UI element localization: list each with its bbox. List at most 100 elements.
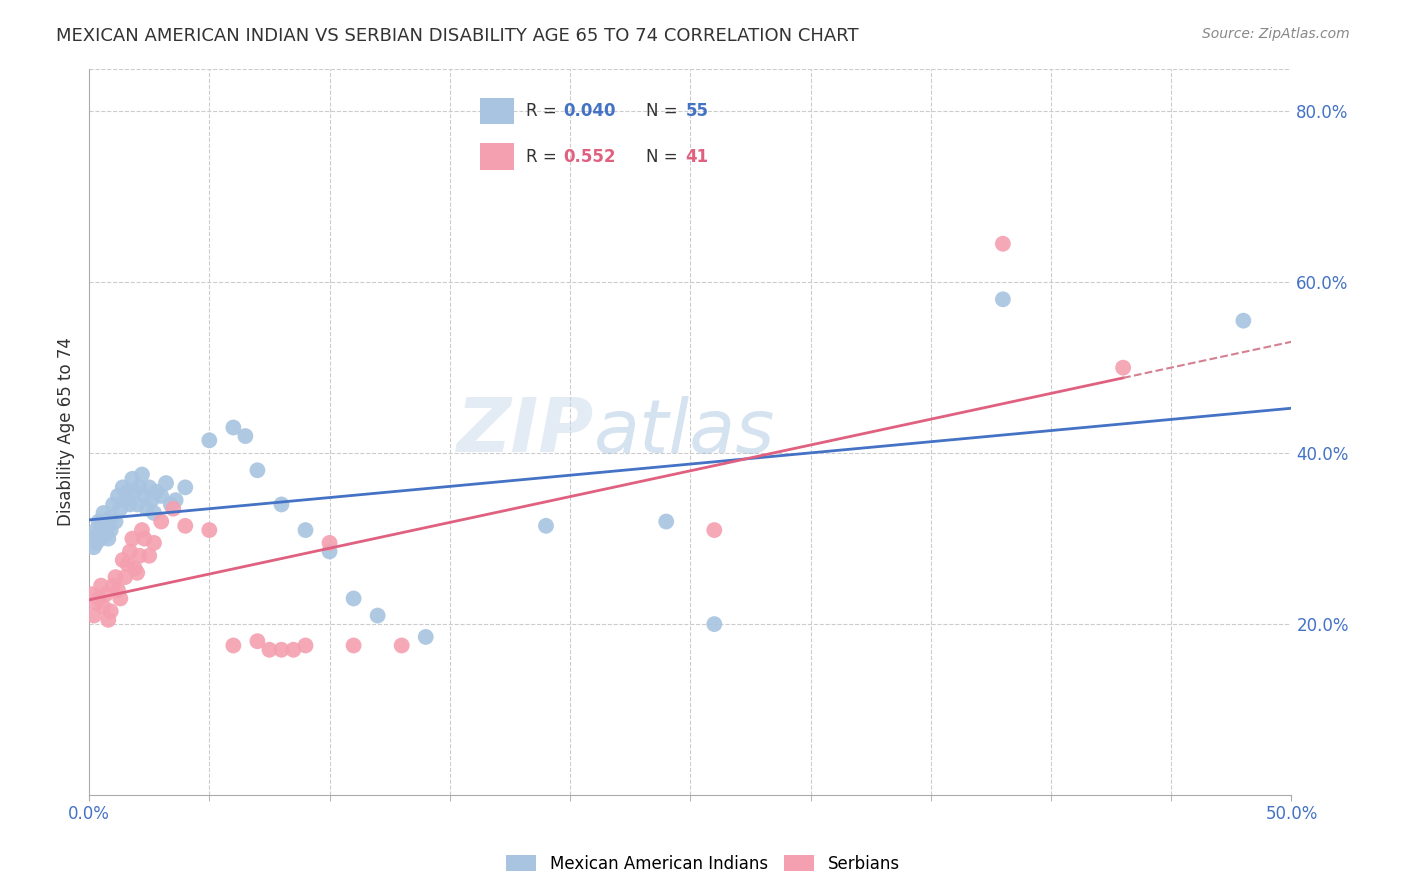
Point (155, 476, 177, 491)
Point (246, 634, 269, 648)
Point (114, 493, 136, 508)
Text: ZIP: ZIP (457, 395, 595, 468)
Point (87, 515, 110, 529)
Point (143, 506, 166, 520)
Point (107, 489, 129, 503)
Point (111, 553, 134, 567)
Point (97, 532, 120, 546)
Point (141, 493, 163, 508)
Point (128, 549, 150, 563)
Point (101, 579, 124, 593)
Point (367, 608, 389, 623)
Point (246, 463, 269, 477)
Point (145, 484, 167, 499)
Point (138, 480, 160, 494)
Point (84, 596, 107, 610)
Point (342, 591, 364, 606)
Point (991, 236, 1014, 251)
Point (94, 587, 117, 601)
Point (655, 515, 678, 529)
Point (93, 506, 115, 520)
Point (114, 570, 136, 584)
Point (991, 293, 1014, 307)
Point (143, 536, 166, 550)
Point (283, 642, 305, 657)
Point (101, 498, 124, 512)
Point (270, 498, 292, 512)
Point (318, 544, 340, 558)
Point (110, 591, 132, 606)
Point (94, 515, 117, 529)
Point (165, 493, 187, 508)
Point (534, 518, 557, 533)
Point (270, 642, 292, 657)
Point (198, 523, 221, 537)
Point (83, 608, 105, 623)
Point (131, 523, 153, 537)
Point (121, 532, 143, 546)
Point (259, 642, 281, 657)
Point (117, 484, 139, 499)
Point (90, 579, 112, 593)
Point (198, 434, 221, 448)
Point (100, 523, 122, 537)
Point (415, 630, 437, 644)
Point (121, 472, 143, 486)
Point (162, 501, 184, 516)
Point (97, 613, 120, 627)
Point (80, 587, 103, 601)
Point (84, 536, 107, 550)
Point (174, 480, 197, 494)
Legend: Mexican American Indians, Serbians: Mexican American Indians, Serbians (499, 848, 907, 880)
Point (318, 536, 340, 550)
Point (90, 532, 112, 546)
Point (90, 518, 112, 533)
Text: Source: ZipAtlas.com: Source: ZipAtlas.com (1202, 27, 1350, 41)
Point (138, 549, 160, 563)
Point (294, 523, 316, 537)
Point (703, 523, 725, 537)
Point (118, 544, 141, 558)
Point (94, 527, 117, 541)
Point (104, 570, 127, 584)
Point (97, 518, 120, 533)
Point (160, 498, 183, 512)
Point (124, 561, 146, 575)
Point (93, 600, 115, 615)
Point (127, 498, 149, 512)
Point (150, 489, 173, 503)
Text: MEXICAN AMERICAN INDIAN VS SERBIAN DISABILITY AGE 65 TO 74 CORRELATION CHART: MEXICAN AMERICAN INDIAN VS SERBIAN DISAB… (56, 27, 859, 45)
Point (1112, 360, 1135, 375)
Point (222, 639, 245, 653)
Point (87, 591, 110, 606)
Point (117, 558, 139, 572)
Point (83, 540, 105, 554)
Point (1232, 313, 1254, 327)
Point (222, 420, 245, 434)
Point (294, 639, 316, 653)
Point (87, 527, 110, 541)
Point (131, 467, 153, 482)
Point (100, 510, 122, 524)
Point (235, 429, 257, 443)
Point (80, 532, 103, 546)
Point (93, 523, 115, 537)
Point (150, 515, 173, 529)
Point (134, 532, 156, 546)
Point (118, 498, 141, 512)
Y-axis label: Disability Age 65 to 74: Disability Age 65 to 74 (58, 337, 75, 526)
Point (110, 501, 132, 516)
Text: atlas: atlas (595, 396, 776, 467)
Point (127, 566, 149, 580)
Point (84, 523, 107, 537)
Point (703, 617, 725, 632)
Point (342, 639, 364, 653)
Point (111, 480, 134, 494)
Point (104, 515, 127, 529)
Point (391, 639, 413, 653)
Point (135, 501, 157, 516)
Point (134, 489, 156, 503)
Point (174, 518, 197, 533)
Point (124, 484, 146, 499)
Point (100, 604, 122, 618)
